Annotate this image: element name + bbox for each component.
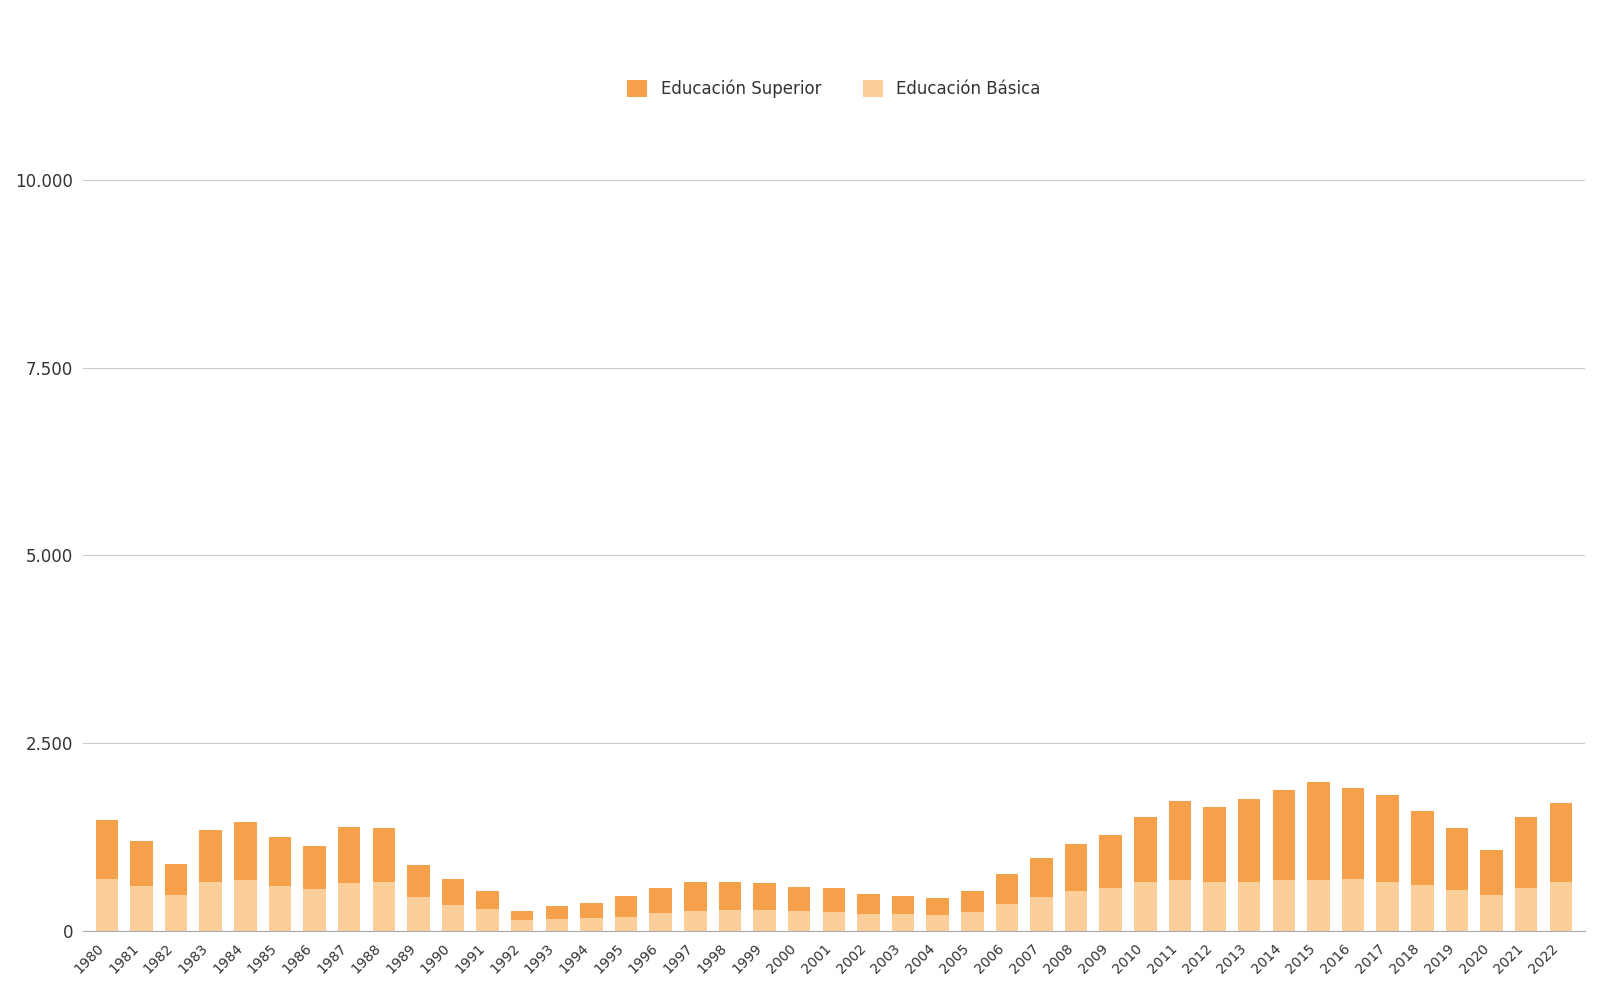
Bar: [1066, 844, 1088, 891]
Bar: [442, 879, 464, 905]
Bar: [581, 904, 603, 919]
Bar: [858, 895, 880, 914]
Bar: [1411, 811, 1434, 885]
Bar: [650, 888, 672, 914]
Bar: [1446, 890, 1469, 932]
Bar: [995, 904, 1018, 932]
Bar: [787, 887, 811, 911]
Bar: [1376, 882, 1398, 932]
Bar: [614, 917, 637, 932]
Bar: [510, 920, 533, 932]
Bar: [718, 910, 741, 932]
Bar: [787, 911, 811, 932]
Bar: [1066, 891, 1088, 932]
Bar: [891, 914, 914, 932]
Bar: [338, 826, 360, 883]
Bar: [685, 882, 707, 911]
Bar: [995, 874, 1018, 904]
Bar: [1203, 807, 1226, 882]
Bar: [1099, 835, 1122, 888]
Bar: [165, 895, 187, 932]
Bar: [406, 898, 430, 932]
Bar: [1168, 880, 1192, 932]
Bar: [891, 896, 914, 914]
Bar: [130, 886, 152, 932]
Bar: [1515, 817, 1538, 889]
Bar: [754, 883, 776, 910]
Bar: [754, 910, 776, 932]
Bar: [1134, 882, 1157, 932]
Bar: [822, 889, 845, 912]
Bar: [1030, 898, 1053, 932]
Bar: [1342, 789, 1365, 879]
Bar: [477, 910, 499, 932]
Bar: [1272, 790, 1294, 880]
Bar: [1203, 882, 1226, 932]
Bar: [1168, 802, 1192, 880]
Bar: [477, 891, 499, 910]
Bar: [962, 912, 984, 932]
Bar: [1480, 850, 1502, 895]
Bar: [406, 865, 430, 898]
Bar: [614, 896, 637, 917]
Bar: [718, 882, 741, 910]
Bar: [1411, 885, 1434, 932]
Bar: [130, 841, 152, 886]
Bar: [96, 879, 118, 932]
Bar: [858, 914, 880, 932]
Bar: [685, 911, 707, 932]
Bar: [96, 820, 118, 879]
Bar: [1307, 880, 1330, 932]
Bar: [1272, 880, 1294, 932]
Bar: [1307, 783, 1330, 880]
Bar: [510, 911, 533, 920]
Bar: [304, 845, 326, 889]
Bar: [1515, 889, 1538, 932]
Bar: [338, 883, 360, 932]
Bar: [1099, 888, 1122, 932]
Bar: [1480, 895, 1502, 932]
Bar: [822, 912, 845, 932]
Bar: [165, 863, 187, 895]
Bar: [546, 920, 568, 932]
Bar: [1134, 817, 1157, 882]
Bar: [1342, 879, 1365, 932]
Bar: [269, 886, 291, 932]
Bar: [546, 906, 568, 920]
Bar: [200, 882, 222, 932]
Bar: [1238, 882, 1261, 932]
Bar: [373, 828, 395, 882]
Bar: [1030, 858, 1053, 898]
Bar: [1549, 882, 1573, 932]
Bar: [650, 914, 672, 932]
Bar: [373, 882, 395, 932]
Bar: [1446, 828, 1469, 890]
Bar: [926, 915, 949, 932]
Bar: [1238, 799, 1261, 882]
Legend: Educación Superior, Educación Básica: Educación Superior, Educación Básica: [619, 71, 1048, 106]
Bar: [200, 829, 222, 882]
Bar: [1376, 795, 1398, 882]
Bar: [304, 889, 326, 932]
Bar: [962, 891, 984, 912]
Bar: [234, 822, 256, 880]
Bar: [926, 898, 949, 915]
Bar: [442, 905, 464, 932]
Bar: [581, 919, 603, 932]
Bar: [1549, 803, 1573, 882]
Bar: [269, 837, 291, 886]
Bar: [234, 880, 256, 932]
